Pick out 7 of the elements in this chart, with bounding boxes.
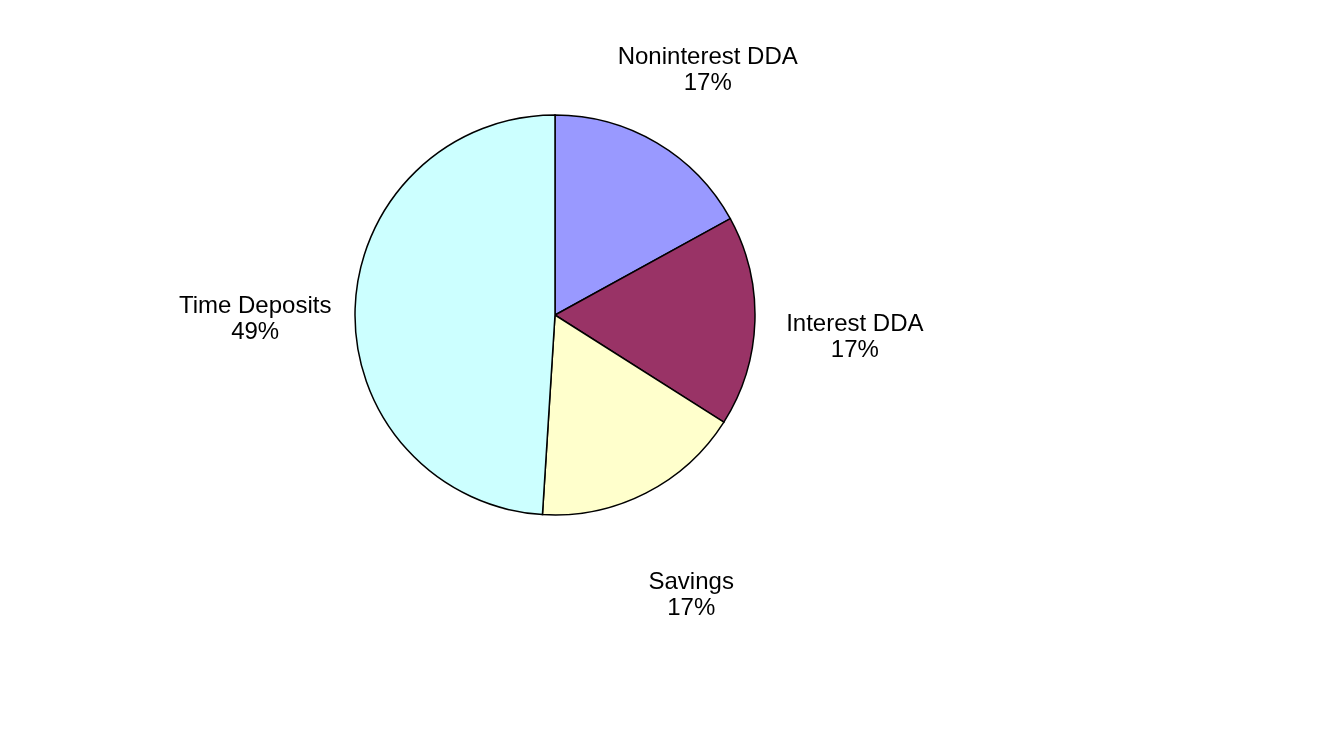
slice-label: Savings <box>648 567 734 595</box>
slice-label: Interest DDA <box>786 309 924 337</box>
slice-label: Time Deposits <box>178 290 332 318</box>
data-label: 17% <box>683 67 732 95</box>
data-label: 17% <box>667 593 716 621</box>
data-label: 17% <box>830 335 879 363</box>
slice-label: Noninterest DDA <box>617 41 798 69</box>
